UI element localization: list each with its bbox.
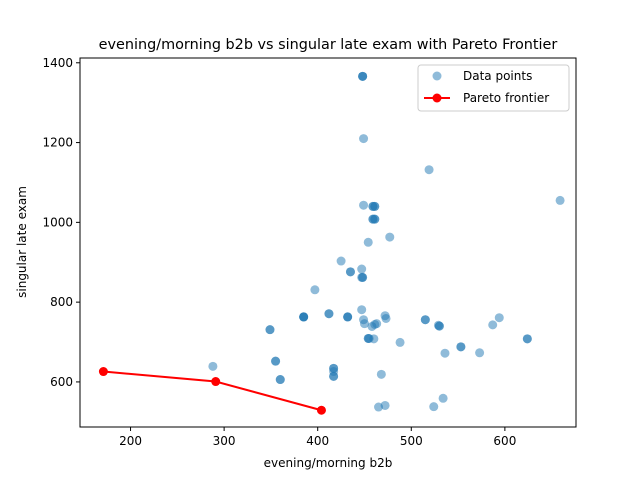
y-axis-label: singular late exam (15, 186, 29, 298)
data-point (367, 321, 377, 331)
y-tick-label: 1400 (42, 56, 73, 70)
x-axis: 200 300 400 500 600 (119, 427, 516, 448)
y-tick-label: 1200 (42, 136, 73, 150)
data-point (395, 337, 405, 347)
data-point (370, 201, 380, 211)
data-point (475, 348, 485, 358)
legend-marker-pareto-frontier (432, 93, 442, 103)
x-tick-label: 300 (213, 434, 236, 448)
data-point (376, 369, 386, 379)
pareto-frontier-point (211, 377, 221, 387)
legend-label-data-points: Data points (463, 69, 532, 83)
data-point (324, 309, 334, 319)
data-point (275, 375, 285, 385)
data-point (345, 267, 355, 277)
chart-title: evening/morning b2b vs singular late exa… (99, 37, 558, 53)
y-axis: 600 800 1000 1200 1400 (42, 56, 80, 389)
x-tick-label: 600 (493, 434, 516, 448)
x-tick-label: 200 (119, 434, 142, 448)
data-point (310, 285, 320, 295)
pareto-frontier-point (98, 367, 108, 377)
data-point (494, 313, 504, 323)
pareto-frontier-layer (98, 367, 326, 415)
data-point (555, 195, 565, 205)
legend-marker-data-points (432, 71, 442, 81)
data-point (434, 321, 444, 331)
x-tick-label: 400 (306, 434, 329, 448)
data-point (385, 232, 395, 242)
data-point (359, 134, 369, 144)
legend-box (417, 64, 570, 112)
data-point (438, 393, 448, 403)
data-point (357, 264, 367, 274)
pareto-frontier-point (316, 405, 326, 415)
data-point (299, 312, 309, 322)
data-point (440, 348, 450, 358)
data-point (329, 371, 339, 381)
data-point (424, 165, 434, 175)
data-point (429, 402, 439, 412)
data-point (343, 312, 353, 322)
plot-area-frame (79, 57, 577, 428)
y-tick-label: 800 (50, 295, 73, 309)
data-point (522, 334, 532, 344)
data-point (380, 400, 390, 410)
x-tick-label: 500 (400, 434, 423, 448)
data-point (357, 272, 367, 282)
data-point (363, 237, 373, 247)
data-point (357, 305, 367, 315)
x-axis-label: evening/morning b2b (264, 456, 393, 470)
data-point (271, 356, 281, 366)
data-point (381, 313, 391, 323)
data-point (336, 256, 346, 266)
y-tick-label: 600 (50, 375, 73, 389)
legend-label-pareto-frontier: Pareto frontier (463, 91, 549, 105)
data-point (359, 319, 369, 329)
data-point (420, 315, 430, 325)
y-tick-label: 1000 (42, 215, 73, 229)
data-points-layer (208, 71, 565, 412)
data-point (488, 320, 498, 330)
data-point (456, 342, 466, 352)
data-point (208, 361, 218, 371)
data-point (265, 325, 275, 335)
data-point (370, 214, 380, 224)
data-point (369, 334, 379, 344)
pareto-frontier-line (103, 370, 322, 412)
data-point (359, 200, 369, 210)
legend: Data points Pareto frontier (417, 64, 570, 112)
data-point (358, 71, 368, 81)
